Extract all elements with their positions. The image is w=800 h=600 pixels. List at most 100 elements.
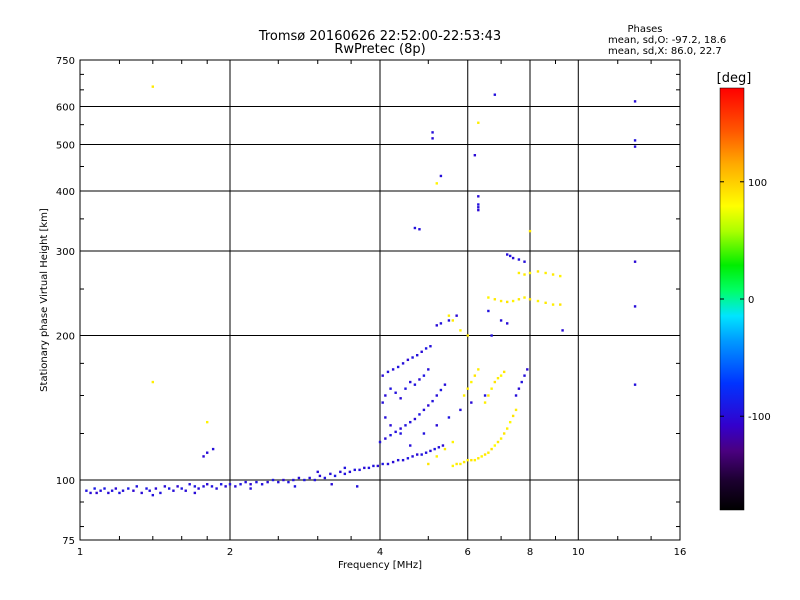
colorbar-tick-label: -100 — [748, 412, 771, 423]
data-point-o — [409, 444, 412, 447]
data-point-x — [508, 420, 512, 424]
data-point-o — [93, 487, 96, 490]
data-point-o — [287, 480, 290, 484]
data-point-o — [391, 460, 395, 464]
data-point-o — [118, 491, 121, 495]
data-point-x — [490, 447, 493, 451]
data-point-x — [466, 458, 469, 462]
data-point-o — [399, 397, 402, 400]
data-point-o — [447, 416, 451, 419]
data-point-x — [477, 457, 480, 460]
data-point-o — [205, 451, 209, 454]
data-point-o — [389, 387, 392, 390]
data-point-x — [455, 462, 458, 466]
data-point-o — [323, 476, 327, 480]
data-point-o — [633, 145, 637, 148]
data-point-x — [487, 296, 490, 299]
data-point-o — [358, 468, 361, 472]
data-point-o — [145, 487, 148, 490]
data-point-o — [188, 483, 191, 486]
data-point-o — [197, 487, 200, 490]
data-point-o — [363, 466, 366, 470]
data-point-x — [470, 380, 473, 384]
data-point-o — [249, 483, 252, 486]
x-tick-label: 2 — [227, 547, 233, 558]
data-point-x — [505, 300, 509, 304]
data-point-o — [249, 487, 252, 490]
data-point-x — [459, 462, 462, 466]
data-point-o — [85, 489, 88, 492]
data-point-o — [418, 413, 421, 416]
data-point-o — [224, 485, 227, 488]
data-point-x — [473, 458, 477, 462]
grid-lines — [80, 60, 680, 540]
data-point-o — [633, 100, 637, 103]
data-point-o — [202, 455, 205, 458]
data-point-o — [381, 374, 384, 377]
data-point-x — [559, 274, 562, 278]
data-point-o — [499, 319, 503, 322]
data-point-o — [244, 480, 247, 484]
data-point-o — [176, 485, 179, 488]
data-point-x — [528, 229, 532, 233]
data-point-o — [435, 424, 438, 427]
x-tick-label: 6 — [465, 547, 471, 558]
data-point-x — [451, 319, 455, 322]
data-point-o — [422, 432, 426, 435]
data-point-o — [477, 195, 480, 198]
data-point-o — [110, 489, 114, 492]
data-point-x — [435, 182, 438, 185]
legend-line-x: mean, sd,X: 86.0, 22.7 — [608, 46, 722, 57]
data-point-x — [483, 453, 487, 456]
data-point-o — [433, 447, 436, 451]
data-point-o — [159, 491, 162, 495]
data-point-o — [633, 305, 637, 308]
x-tick-label: 10 — [572, 547, 585, 558]
data-point-x — [544, 301, 547, 305]
data-point-o — [167, 487, 171, 490]
colorbar-tick-label: 100 — [748, 178, 767, 189]
data-point-o — [339, 470, 342, 474]
data-point-x — [511, 299, 515, 303]
data-point-o — [418, 228, 421, 231]
data-point-o — [511, 256, 515, 260]
data-point-x — [151, 85, 155, 88]
data-point-o — [210, 485, 214, 488]
data-point-x — [483, 401, 487, 404]
data-point-o — [396, 365, 400, 369]
data-point-o — [260, 483, 264, 486]
data-point-x — [480, 455, 483, 458]
data-point-o — [439, 174, 443, 178]
data-point-o — [148, 489, 151, 492]
data-point-x — [523, 273, 526, 276]
data-point-o — [127, 487, 130, 490]
data-point-o — [132, 489, 135, 492]
data-point-o — [406, 358, 410, 362]
legend-title: Phases — [627, 24, 662, 35]
data-point-o — [459, 408, 462, 412]
colorbar-tick-label: 0 — [748, 295, 754, 306]
x-tick-label: 16 — [674, 547, 687, 558]
data-point-x — [514, 408, 518, 412]
data-point-x — [559, 303, 562, 306]
data-point-o — [477, 203, 480, 206]
data-point-o — [447, 319, 451, 322]
data-point-o — [505, 253, 509, 256]
data-point-o — [470, 401, 473, 404]
chart-subtitle: RwPretec (8p) — [334, 42, 425, 57]
data-point-o — [303, 478, 306, 482]
data-point-o — [401, 458, 405, 462]
data-point-x — [496, 440, 500, 444]
colorbar-ticks: 100 0 -100 — [720, 178, 771, 423]
data-point-o — [415, 353, 419, 357]
data-point-o — [394, 430, 397, 434]
data-point-o — [381, 401, 384, 404]
data-point-x — [523, 296, 526, 299]
data-point-x — [493, 380, 497, 384]
data-point-o — [429, 449, 432, 453]
data-point-o — [429, 345, 432, 348]
data-point-o — [526, 368, 529, 371]
data-point-o — [473, 154, 477, 157]
data-point-o — [107, 491, 110, 495]
x-axis-ticks: 1 2 4 6 8 10 16 — [77, 60, 687, 558]
